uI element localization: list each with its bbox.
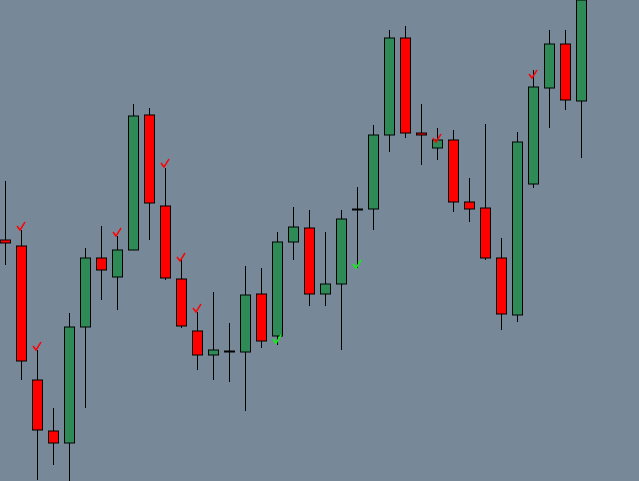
candle-body — [32, 379, 43, 431]
candle-body — [80, 257, 91, 328]
buy-signal — [352, 259, 362, 270]
candle-body — [240, 294, 251, 353]
candle-body — [512, 141, 523, 316]
candle-body — [432, 139, 443, 149]
sell-signal — [32, 341, 42, 352]
sell-signal — [528, 69, 538, 80]
candle-body — [448, 139, 459, 203]
candle-body — [144, 114, 155, 204]
candle-body — [256, 293, 267, 342]
candle-body — [192, 330, 203, 356]
candle-body — [16, 245, 27, 362]
candle-body — [176, 278, 187, 327]
candle-body — [288, 226, 299, 243]
candle-body — [576, 0, 587, 102]
candle-body — [384, 37, 395, 136]
candle-body — [0, 239, 11, 244]
candle-body — [496, 257, 507, 315]
candle-body — [320, 283, 331, 295]
candle-body — [464, 201, 475, 210]
sell-signal — [176, 252, 186, 263]
candle-body — [304, 227, 315, 295]
candle-body — [352, 208, 363, 211]
sell-signal — [160, 158, 170, 169]
candle-body — [336, 218, 347, 285]
candle-body — [224, 350, 235, 353]
candle-body — [160, 205, 171, 279]
buy-signal — [272, 334, 282, 345]
candle-body — [128, 115, 139, 251]
candle-body — [112, 249, 123, 278]
candle-body — [368, 134, 379, 210]
candle-body — [48, 430, 59, 444]
candle-body — [480, 207, 491, 259]
candle-body — [64, 326, 75, 444]
signal-markers — [16, 69, 538, 352]
sell-signal — [112, 227, 122, 238]
sell-signal — [16, 221, 26, 232]
candle-body — [416, 132, 427, 136]
candle-body — [272, 241, 283, 337]
sell-signal — [432, 133, 442, 144]
candle-body — [560, 43, 571, 101]
sell-signal — [192, 303, 202, 314]
candle-body — [400, 37, 411, 134]
candle-body — [96, 257, 107, 271]
candle-body — [544, 43, 555, 89]
candle-body — [208, 349, 219, 356]
candle-body — [528, 86, 539, 185]
